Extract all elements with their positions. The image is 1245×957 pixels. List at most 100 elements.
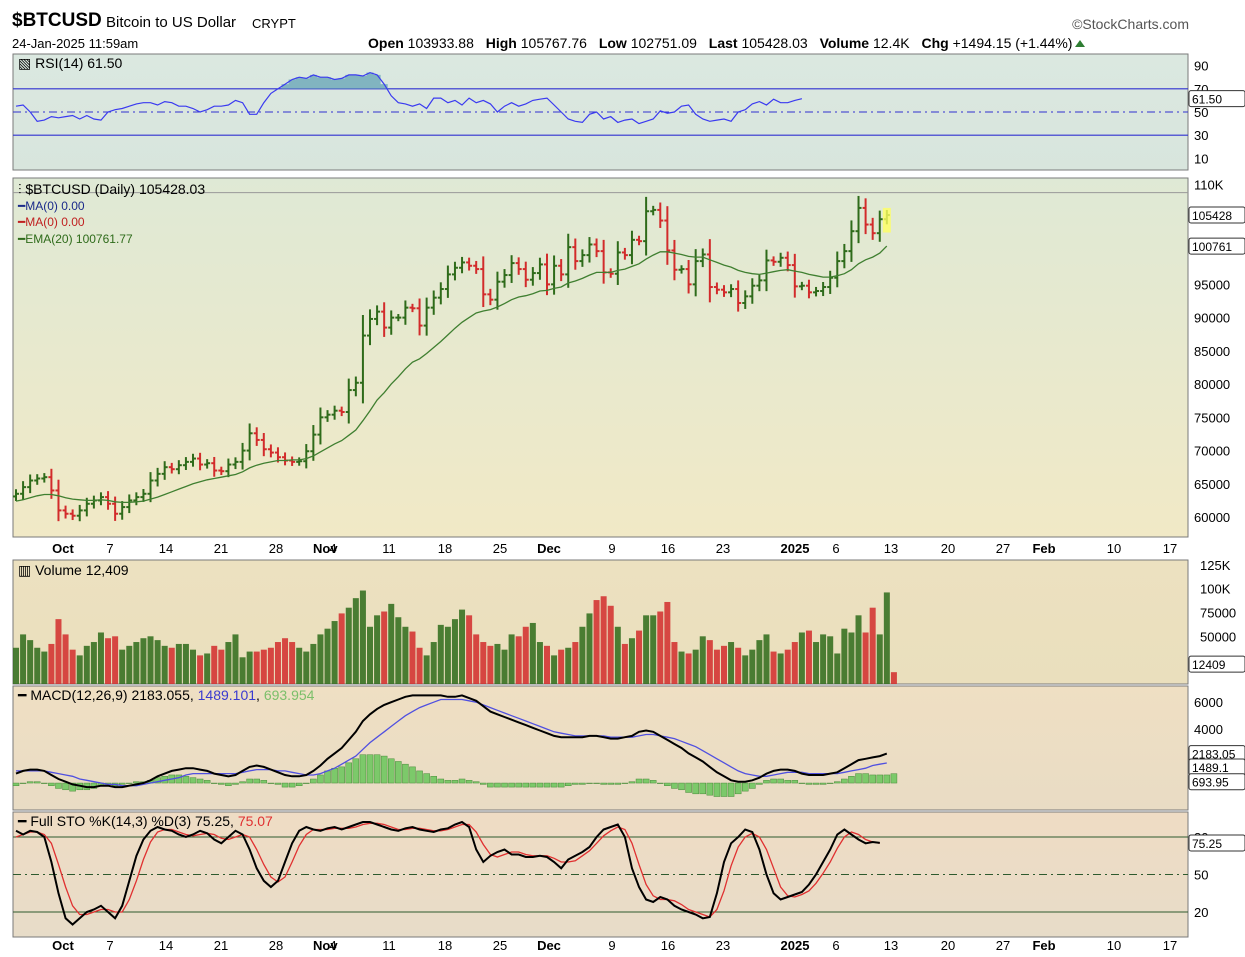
- volume-bar: [529, 622, 536, 684]
- volume-bar: [586, 613, 593, 684]
- volume-bar: [841, 628, 848, 684]
- x-tick-label: 20: [941, 541, 955, 556]
- volume-bar: [494, 643, 501, 684]
- price-bar: [565, 233, 572, 288]
- price-bar: [544, 253, 550, 296]
- x-tick-label-bottom: 11: [382, 938, 396, 953]
- volume-bar: [628, 638, 635, 684]
- sto-d-line: [15, 822, 880, 918]
- price-bar: [34, 474, 41, 485]
- price-bar: [260, 432, 267, 457]
- macd-histogram-bar: [494, 782, 501, 788]
- volume-bar: [274, 642, 281, 684]
- volume-bar: [83, 645, 90, 684]
- price-bar: [728, 284, 735, 298]
- volume-bar: [444, 626, 451, 684]
- price-bar: [416, 298, 423, 336]
- volume-bar: [409, 631, 416, 684]
- rsi-tick-label: 10: [1194, 151, 1208, 166]
- price-bar: [706, 239, 713, 303]
- open-value: 103933.88: [407, 35, 474, 51]
- volume-bar: [883, 592, 890, 684]
- macd-histogram-bar: [501, 782, 508, 788]
- price-tick-label: 85000: [1194, 344, 1230, 359]
- volume-bar: [600, 596, 607, 684]
- ema-last-label-box: [1188, 237, 1245, 255]
- macd-histogram-bar: [218, 782, 225, 785]
- macd-histogram-bar: [232, 782, 239, 785]
- volume-bar: [756, 640, 763, 684]
- volume-bar: [728, 642, 735, 684]
- volume-bar: [388, 603, 395, 684]
- source-credit[interactable]: ©StockCharts.com: [1072, 16, 1189, 32]
- price-bar: [20, 481, 27, 500]
- price-bar: [267, 444, 274, 458]
- price-bar: [324, 410, 331, 422]
- volume-bar: [579, 626, 586, 684]
- price-bar: [749, 278, 756, 304]
- volume-bar: [69, 649, 76, 684]
- price-bar: [770, 256, 777, 266]
- volume-bar: [260, 649, 267, 684]
- volume-bar: [621, 643, 628, 684]
- rsi-title: ▧ RSI(14) 61.50: [18, 55, 122, 71]
- price-bar: [522, 261, 529, 288]
- x-tick-label-bottom: 16: [661, 938, 675, 953]
- macd-histogram-bar: [706, 782, 714, 796]
- macd-histogram-bar: [281, 782, 289, 788]
- price-bar: [352, 376, 359, 397]
- x-tick-label-bottom: 6: [832, 938, 839, 953]
- volume-bar: [359, 590, 366, 684]
- price-bar: [466, 257, 473, 271]
- macd-histogram-bar: [345, 762, 353, 784]
- volume-bar: [197, 655, 204, 684]
- price-bar: [126, 494, 133, 514]
- macd-histogram-bar: [203, 780, 211, 784]
- macd-histogram-bar: [550, 782, 558, 788]
- macd-histogram-bar: [303, 782, 310, 784]
- macd-histogram-bar: [465, 780, 473, 784]
- volume-bar: [614, 626, 621, 684]
- macd-histogram-bar: [727, 782, 735, 797]
- volume-bar: [487, 645, 494, 684]
- macd-last-label: 2183.05: [1192, 748, 1236, 762]
- price-bar: [621, 247, 628, 260]
- volume-bar: [168, 647, 175, 684]
- price-bar: [664, 206, 671, 265]
- price-bar: [494, 271, 501, 310]
- price-bar: [508, 255, 515, 283]
- sto-tick-label: 20: [1194, 905, 1208, 920]
- macd-histogram-bar: [324, 770, 331, 784]
- macd-histogram-bar: [359, 754, 367, 784]
- price-bar: [204, 459, 211, 469]
- volume-bar: [791, 642, 798, 684]
- price-bar: [367, 309, 373, 346]
- macd-tick-label: 4000: [1194, 722, 1223, 737]
- price-bar: [820, 282, 827, 297]
- macd-histogram-bar: [267, 782, 275, 784]
- macd-histogram-bar: [862, 773, 869, 784]
- open-label: Open: [368, 35, 404, 51]
- macd-histogram-bar: [692, 782, 699, 795]
- volume-bar: [34, 647, 41, 684]
- volume-title: ▥ Volume 12,409: [18, 562, 129, 578]
- macd-histogram-bar: [451, 780, 459, 784]
- price-bar: [112, 496, 119, 521]
- rsi-value-label-box: [1188, 90, 1245, 108]
- macd-histogram-bar: [600, 782, 607, 785]
- chart-datetime: 24-Jan-2025 11:59am: [12, 36, 139, 51]
- volume-tick-label: 100K: [1200, 582, 1231, 597]
- macd-title: ━ MACD(12,26,9) 2183.055, 1489.101, 693.…: [17, 687, 315, 703]
- macd-histogram-bar: [387, 758, 395, 784]
- price-bar: [62, 505, 69, 519]
- macd-histogram-bar: [55, 782, 62, 789]
- x-tick-label-bottom: 21: [214, 938, 228, 953]
- rsi-line: [15, 71, 803, 125]
- price-bar: [572, 238, 579, 270]
- price-bar: [791, 253, 798, 298]
- price-bar: [246, 423, 253, 461]
- sto-last-label-box: [1188, 834, 1245, 852]
- macd-histogram-bar: [288, 782, 296, 788]
- volume-bar: [515, 636, 522, 684]
